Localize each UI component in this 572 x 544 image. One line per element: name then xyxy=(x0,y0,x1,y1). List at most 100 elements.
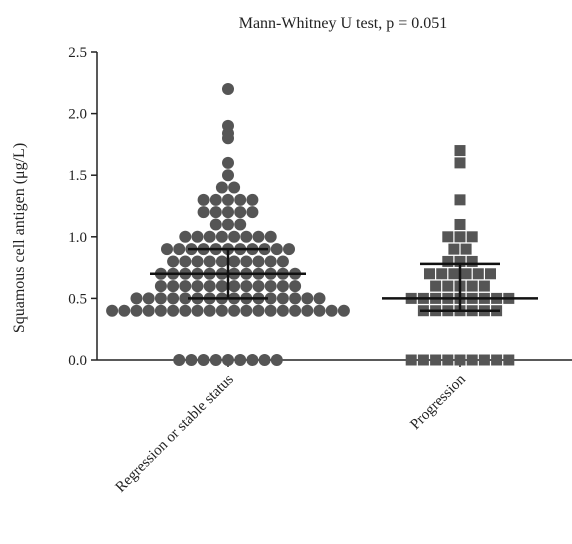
data-point xyxy=(472,268,484,280)
chart-title: Mann-Whitney U test, p = 0.051 xyxy=(239,15,448,32)
data-point xyxy=(191,280,204,293)
data-point xyxy=(106,304,119,317)
y-tick-label: 2.0 xyxy=(68,107,87,123)
data-point xyxy=(448,268,460,280)
data-point xyxy=(460,268,472,280)
data-point xyxy=(276,280,289,293)
data-point xyxy=(215,255,228,268)
data-point xyxy=(179,230,192,243)
data-point xyxy=(460,243,472,255)
y-tick-label: 0.0 xyxy=(68,353,87,369)
data-point xyxy=(485,268,496,280)
data-point xyxy=(191,304,204,317)
data-point xyxy=(228,280,241,293)
data-point xyxy=(246,206,259,219)
y-tick-label: 1.5 xyxy=(68,168,87,184)
data-point xyxy=(454,194,466,206)
data-point xyxy=(215,230,228,243)
data-point xyxy=(442,255,454,267)
data-point xyxy=(209,206,222,219)
data-point xyxy=(289,280,302,293)
data-point xyxy=(264,292,277,305)
data-point xyxy=(179,292,192,305)
data-point xyxy=(436,268,448,280)
data-point xyxy=(252,255,265,268)
data-point xyxy=(466,280,478,292)
data-point xyxy=(478,354,490,366)
data-point xyxy=(430,280,442,292)
data-point xyxy=(442,231,454,243)
data-point xyxy=(264,304,277,317)
x-axis: Regression or stable status Progression xyxy=(97,359,572,496)
data-point xyxy=(191,230,204,243)
data-point xyxy=(478,280,490,292)
data-point xyxy=(222,218,234,231)
data-point xyxy=(209,354,222,366)
y-tick-label: 1.0 xyxy=(68,230,87,246)
data-point xyxy=(454,231,466,243)
data-point xyxy=(325,304,338,317)
data-point xyxy=(167,280,180,293)
data-point xyxy=(167,292,180,305)
y-axis: 0.0 0.5 1.0 1.5 2.0 2.5 xyxy=(68,45,98,369)
data-point xyxy=(179,280,192,293)
data-point xyxy=(252,230,265,243)
data-point xyxy=(222,82,234,95)
data-point xyxy=(240,304,253,317)
data-point xyxy=(179,255,192,268)
data-point xyxy=(161,243,173,256)
data-point xyxy=(276,255,289,268)
data-point xyxy=(222,156,234,169)
data-point xyxy=(154,292,167,305)
data-point xyxy=(222,206,234,219)
data-point xyxy=(197,206,210,219)
data-point xyxy=(197,193,210,206)
data-point xyxy=(118,304,131,317)
y-axis-label: Squamous cell antigen (μg/L) xyxy=(11,143,28,333)
data-point xyxy=(179,304,192,317)
x-tick-label: Regression or stable status xyxy=(113,371,237,495)
data-point xyxy=(222,119,234,132)
data-point xyxy=(454,255,466,267)
data-point xyxy=(430,354,442,366)
data-point xyxy=(264,255,277,268)
data-point xyxy=(276,292,289,305)
data-point xyxy=(264,230,277,243)
data-point xyxy=(173,354,186,366)
data-point xyxy=(246,193,259,206)
data-point xyxy=(130,292,143,305)
data-point xyxy=(252,280,265,293)
data-point xyxy=(234,206,247,219)
data-point xyxy=(228,255,241,268)
data-point xyxy=(215,280,228,293)
data-point xyxy=(203,280,216,293)
data-point xyxy=(240,255,253,268)
data-point xyxy=(185,354,198,366)
data-point xyxy=(448,243,460,255)
data-point xyxy=(466,231,478,243)
data-point xyxy=(173,243,186,256)
data-point xyxy=(270,354,283,366)
y-tick-label: 0.5 xyxy=(68,291,87,307)
data-point xyxy=(337,304,350,317)
data-point xyxy=(258,354,271,366)
data-point xyxy=(264,280,277,293)
data-point xyxy=(234,193,247,206)
data-point xyxy=(228,304,241,317)
data-point xyxy=(289,292,302,305)
data-point xyxy=(130,304,143,317)
data-point xyxy=(215,181,228,194)
data-point xyxy=(228,181,241,194)
data-point xyxy=(154,304,167,317)
data-point xyxy=(142,292,155,305)
data-point xyxy=(442,354,454,366)
data-point xyxy=(442,280,454,292)
data-point xyxy=(203,255,216,268)
data-point xyxy=(289,304,302,317)
data-point xyxy=(454,354,466,366)
data-point xyxy=(301,304,314,317)
x-tick-label: Progression xyxy=(407,371,469,433)
data-point xyxy=(222,193,234,206)
data-point xyxy=(167,255,180,268)
